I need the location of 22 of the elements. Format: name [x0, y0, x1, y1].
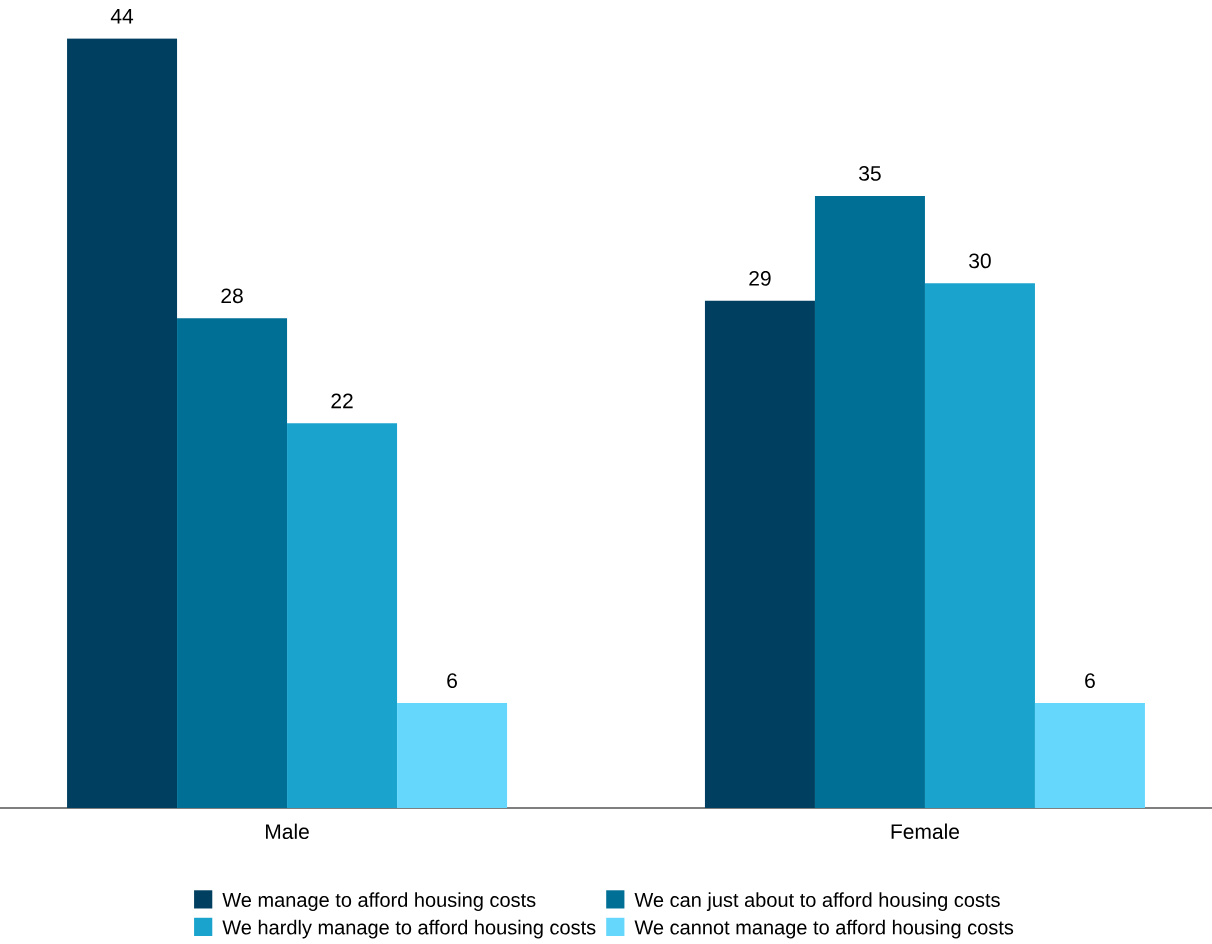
data-label: 30: [969, 253, 991, 269]
x-tick-label: Male: [266, 823, 309, 840]
data-label: 22: [331, 393, 353, 409]
bar: [704, 300, 815, 808]
data-label: 6: [447, 673, 457, 689]
data-label: 6: [1085, 673, 1095, 689]
bar: [287, 423, 398, 808]
legend-label: We can just about to afford housing costs: [634, 892, 1000, 911]
legend-label: We cannot manage to afford housing costs: [634, 919, 1014, 939]
bar: [814, 195, 925, 808]
data-label: 28: [221, 288, 243, 304]
data-label: 29: [749, 270, 771, 286]
bar: [67, 38, 178, 808]
bar: [1034, 703, 1145, 808]
data-label: 44: [110, 8, 134, 24]
legend-label: We manage to afford housing costs: [222, 892, 536, 911]
bar: [924, 283, 1035, 808]
bar: [397, 703, 508, 808]
data-label: 35: [859, 165, 881, 181]
bar: [177, 318, 288, 808]
x-tick-label: Female: [891, 823, 959, 840]
legend-label: We hardly manage to afford housing costs: [222, 919, 596, 939]
